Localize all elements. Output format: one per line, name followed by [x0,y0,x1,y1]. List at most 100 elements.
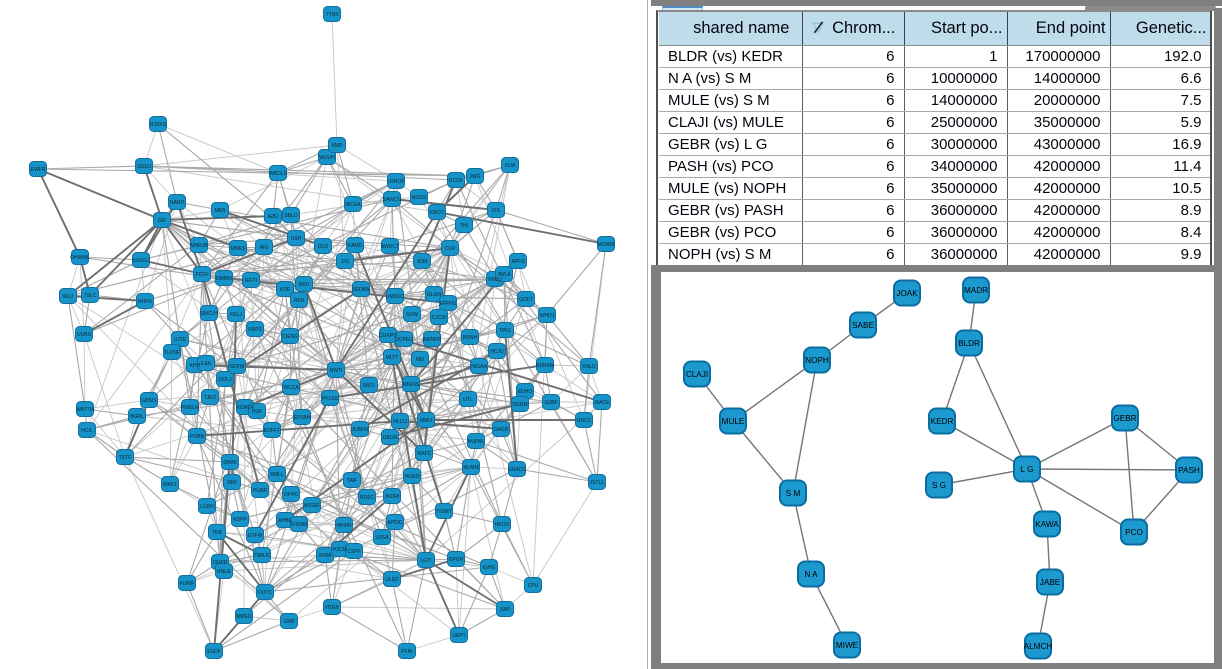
svg-text:ISJA: ISJA [505,163,516,169]
svg-text:HUGO: HUGO [405,474,420,480]
svg-text:OUTC: OUTC [258,590,273,596]
svg-text:RMLL: RMLL [270,472,284,478]
svg-text:ALMCH: ALMCH [1024,642,1053,651]
svg-text:TAIF: TAIF [347,478,357,484]
svg-text:MEB: MEB [215,208,227,214]
svg-text:TSTF: TSTF [119,455,132,461]
svg-text:MOWM: MOWM [598,242,615,248]
svg-text:SEDBA: SEDBA [353,287,371,293]
svg-text:FURIF: FURIF [180,581,195,587]
svg-text:KAMD: KAMD [348,243,363,249]
svg-text:UMSSC: UMSSC [386,294,404,300]
svg-text:MADR: MADR [964,286,988,295]
svg-text:UKPT: UKPT [452,633,465,639]
svg-text:SAWCG: SAWCG [383,197,402,203]
svg-text:IJTL: IJTL [463,397,473,403]
svg-text:TJEO: TJEO [204,395,217,401]
svg-text:JJU: JJU [341,259,350,265]
svg-text:BRNH: BRNH [463,335,478,341]
svg-text:DGRM: DGRM [512,402,527,408]
svg-text:GPGH: GPGH [449,557,464,563]
svg-text:IMGNS: IMGNS [403,382,420,388]
svg-text:GIF: GIF [158,218,166,224]
svg-text:WMLT: WMLT [163,482,177,488]
svg-text:EDHO: EDHO [518,389,533,395]
svg-text:SBLO: SBLO [284,213,297,219]
svg-text:EWFR: EWFR [31,167,46,173]
svg-text:APFS: APFS [511,259,525,265]
svg-text:HLCU: HLCU [393,419,407,425]
svg-text:KKLJ: KKLJ [230,312,242,318]
svg-text:SABE: SABE [852,321,874,330]
svg-text:TEB: TEB [212,530,222,536]
svg-text:MHRJB: MHRJB [190,243,208,249]
svg-text:S G: S G [932,481,946,490]
svg-text:SDFW: SDFW [230,364,245,370]
svg-text:HCIL: HCIL [81,428,93,434]
svg-text:IGHG: IGHG [483,565,496,571]
svg-text:WIGEF: WIGEF [304,503,320,509]
svg-text:OAGR: OAGR [494,427,509,433]
svg-text:FIS: FIS [492,208,500,214]
svg-text:NEI: NEI [416,357,424,363]
svg-text:PASH: PASH [1178,466,1200,475]
svg-text:OOLJ: OOLJ [218,377,232,383]
svg-text:GGUJ: GGUJ [137,164,151,170]
svg-text:N A: N A [804,570,818,579]
svg-text:UJTE: UJTE [174,337,187,343]
svg-text:IEBJ: IEBJ [268,214,279,220]
svg-text:SUBF: SUBF [544,400,557,406]
svg-text:JOAK: JOAK [896,289,918,298]
svg-text:DCPEU: DCPEU [395,337,413,343]
svg-text:POBB: POBB [190,434,205,440]
svg-text:MNKS: MNKS [231,246,246,252]
svg-text:MMU: MMU [420,418,432,424]
svg-text:CIESG: CIESG [282,334,298,340]
svg-text:L G: L G [1021,465,1034,474]
svg-text:LRROP: LRROP [387,179,405,185]
svg-text:MULE: MULE [722,417,745,426]
svg-text:KDPP: KDPP [233,517,247,523]
svg-text:NOPH: NOPH [805,356,829,365]
svg-text:KAWA: KAWA [1035,520,1059,529]
svg-text:HUFBL: HUFBL [468,439,485,445]
svg-text:DMBNI: DMBNI [216,276,232,282]
svg-text:DLO: DLO [318,244,328,250]
svg-text:EKU: EKU [299,282,310,288]
svg-text:HTEB: HTEB [325,605,339,611]
svg-text:JABE: JABE [1040,578,1061,587]
svg-text:KNLD: KNLD [582,364,596,370]
svg-text:CLR: CLR [445,246,455,252]
svg-text:URPS: URPS [248,327,263,333]
svg-text:LRSA: LRSA [375,535,389,541]
svg-text:KMD: KMD [331,143,343,149]
svg-text:AIG: AIG [260,245,269,251]
svg-text:IFRM: IFRM [319,553,331,559]
svg-text:GLGN: GLGN [427,292,442,298]
svg-text:PFRI: PFRI [401,649,412,655]
svg-text:LGTI: LGTI [420,558,431,564]
svg-text:EUDF: EUDF [207,649,221,655]
svg-text:RIM: RIM [227,480,236,486]
svg-text:MMED: MMED [236,614,252,620]
svg-text:NIGAA: NIGAA [471,364,487,370]
svg-text:WCEA: WCEA [346,202,362,208]
svg-text:RDSC: RDSC [360,495,375,501]
svg-text:RJSKS: RJSKS [150,122,167,128]
svg-text:TSLC: TSLC [84,293,97,299]
svg-text:CLAJI: CLAJI [686,370,708,379]
svg-text:JSTLL: JSTLL [590,480,605,486]
svg-text:JWG: JWG [469,174,480,180]
svg-text:GTFW: GTFW [248,533,263,539]
svg-text:TLKNF: TLKNF [164,350,180,356]
svg-text:WCCA: WCCA [283,385,299,391]
svg-text:TTNS: TTNS [325,12,339,18]
svg-text:AWUCT: AWUCT [381,244,399,250]
svg-text:TWAJC: TWAJC [253,553,270,559]
svg-text:BGRL: BGRL [130,414,144,420]
svg-text:EOFFT: EOFFT [264,428,280,434]
svg-text:JWLA: JWLA [497,272,511,278]
svg-text:NARD: NARD [170,200,185,206]
svg-text:HJCM: HJCM [333,547,347,553]
svg-text:WUUH: WUUH [319,155,335,161]
